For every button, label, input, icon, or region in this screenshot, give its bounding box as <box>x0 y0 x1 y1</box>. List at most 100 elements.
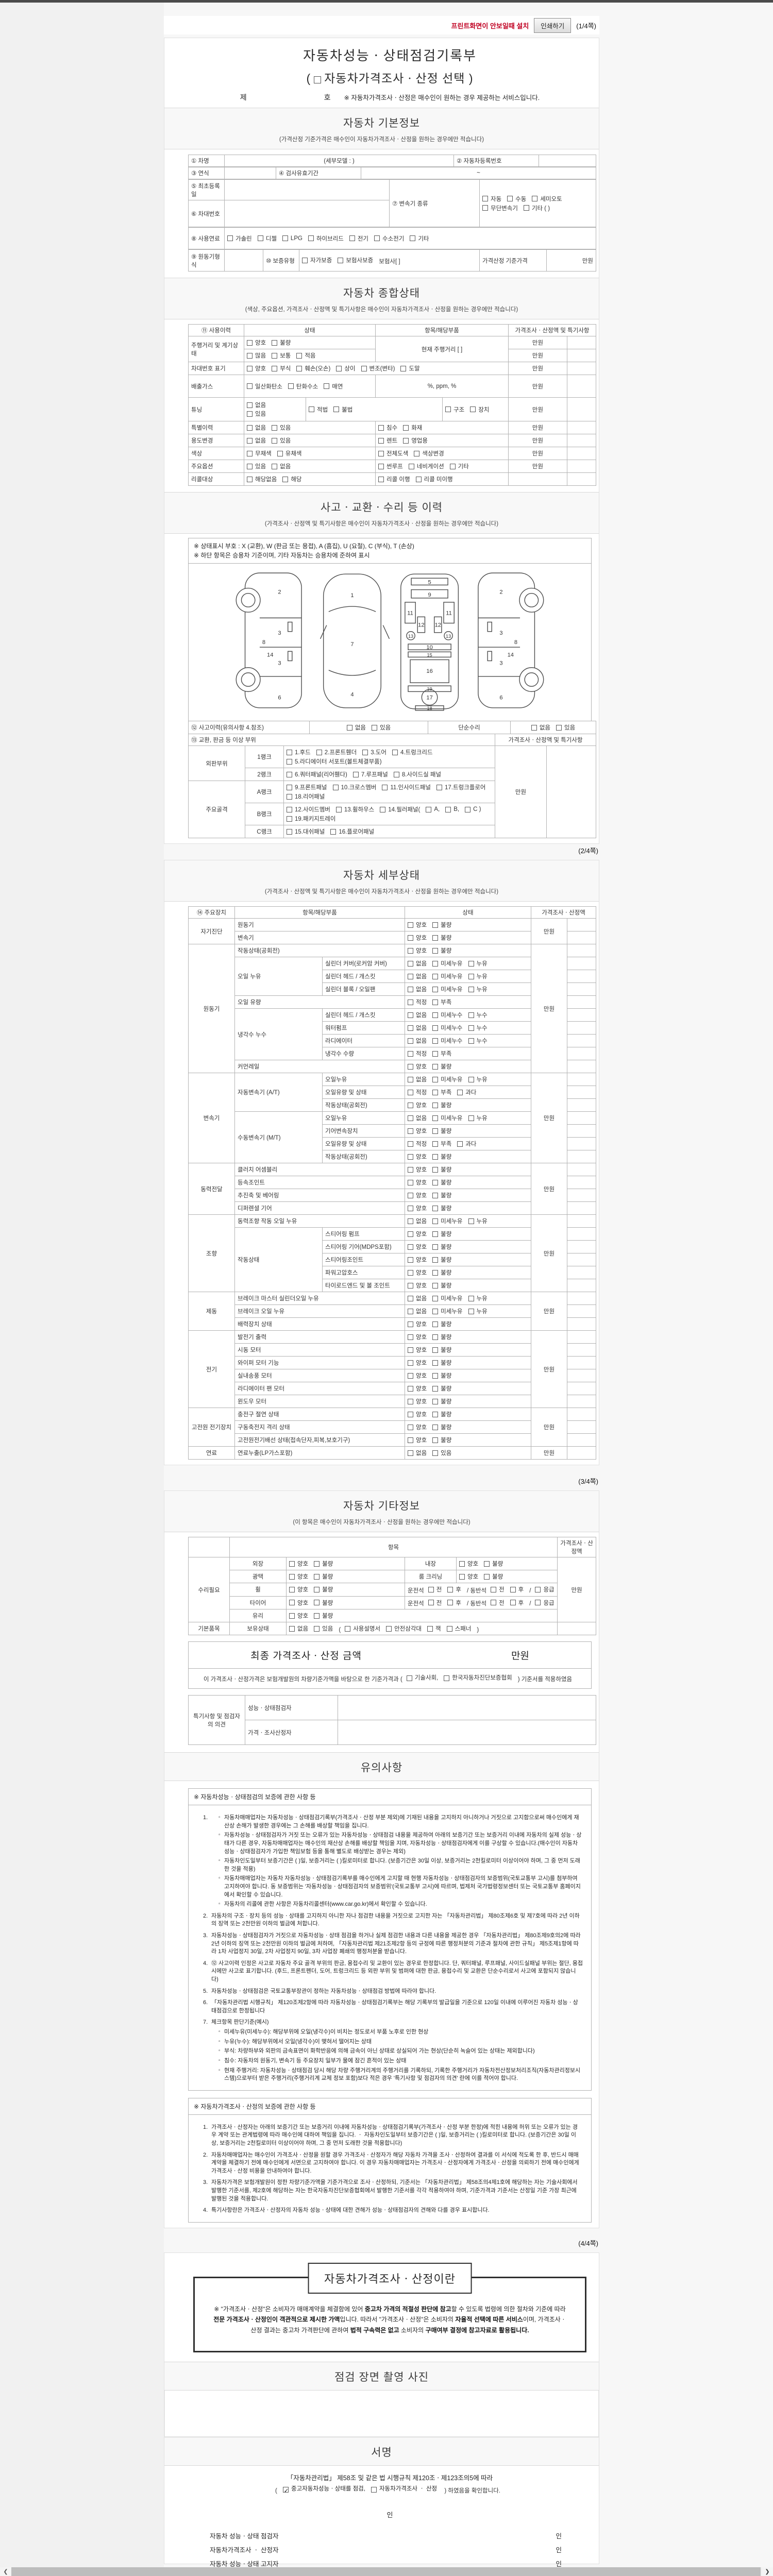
checkbox-icon[interactable] <box>272 352 278 359</box>
checkbox-option[interactable]: 불량 <box>314 1612 333 1620</box>
checkbox-icon[interactable] <box>432 1269 439 1276</box>
checkbox-option[interactable]: 미세누유 <box>432 1217 463 1225</box>
checkbox-option[interactable]: 양호 <box>289 1599 308 1607</box>
checkbox-option[interactable]: 9.프론트패널 <box>287 783 327 791</box>
checkbox-icon[interactable] <box>408 1012 413 1018</box>
checkbox-option[interactable]: 불량 <box>314 1572 333 1581</box>
checkbox-option[interactable]: 불량 <box>432 1346 451 1354</box>
checkbox-icon[interactable] <box>414 450 420 456</box>
checkbox-option[interactable]: 18.리어패널 <box>287 792 325 801</box>
checkbox-option[interactable]: 자동 <box>482 195 501 203</box>
checkbox-option[interactable]: 양호 <box>408 1423 427 1431</box>
checkbox-icon[interactable] <box>314 1561 320 1567</box>
checkbox-option[interactable]: 영업용 <box>403 436 428 445</box>
checkbox-icon[interactable] <box>427 1625 433 1632</box>
checkbox-icon[interactable] <box>408 1115 413 1121</box>
checkbox-option[interactable]: 한국자동차진단보증협회 <box>444 1673 512 1683</box>
checkbox-icon[interactable] <box>432 1411 439 1417</box>
checkbox-option[interactable]: 렌트 <box>378 436 397 445</box>
checkbox-icon[interactable] <box>287 793 292 800</box>
checkbox-option[interactable]: 불량 <box>432 921 451 929</box>
checkbox-icon[interactable] <box>457 1089 463 1095</box>
checkbox-option[interactable]: 많음 <box>247 351 266 360</box>
checkbox-option[interactable]: 하이브리드 <box>308 234 344 243</box>
checkbox-icon[interactable] <box>432 1166 439 1173</box>
checkbox-icon[interactable] <box>408 1192 413 1198</box>
checkbox-icon[interactable] <box>247 352 253 359</box>
checkbox-option[interactable]: 없음 <box>247 401 303 409</box>
print-button[interactable]: 인쇄하기 <box>534 18 572 33</box>
checkbox-icon[interactable] <box>408 1205 413 1211</box>
checkbox-option[interactable]: 적정 <box>408 1049 427 1058</box>
checkbox-icon[interactable] <box>272 463 278 469</box>
scrollbar-thumb[interactable] <box>11 2567 761 2576</box>
checkbox-option[interactable]: 불량 <box>432 946 451 955</box>
checkbox-option[interactable]: 없음 <box>531 723 550 732</box>
checkbox-icon[interactable] <box>468 986 474 992</box>
checkbox-option[interactable]: 없음 <box>408 1294 427 1302</box>
checkbox-option[interactable]: 누유 <box>468 1294 488 1302</box>
checkbox-option[interactable]: 없음 <box>247 423 266 432</box>
checkbox-option[interactable]: 없음 <box>408 985 427 993</box>
checkbox-option[interactable]: 불법 <box>333 405 352 414</box>
checkbox-option[interactable]: 양호 <box>408 1062 427 1071</box>
checkbox-icon[interactable] <box>432 922 439 928</box>
checkbox-icon[interactable] <box>408 1089 413 1095</box>
checkbox-icon[interactable] <box>316 749 322 755</box>
checkbox-icon[interactable] <box>432 1257 439 1263</box>
checkbox-option[interactable]: A, <box>426 806 440 812</box>
checkbox-option[interactable]: 해당없음 <box>247 475 277 483</box>
checkbox-option[interactable]: 수동 <box>507 195 526 203</box>
checkbox-icon[interactable] <box>247 383 253 389</box>
checkbox-icon[interactable] <box>283 2486 289 2496</box>
checkbox-option[interactable]: 8.사이드실 패널 <box>393 770 441 778</box>
checkbox-icon[interactable] <box>468 1076 474 1082</box>
checkbox-option[interactable]: 부족 <box>432 1088 451 1096</box>
checkbox-icon[interactable] <box>289 1625 295 1632</box>
checkbox-icon[interactable] <box>406 1675 412 1681</box>
checkbox-icon[interactable] <box>309 406 314 412</box>
checkbox-icon[interactable] <box>459 1561 465 1567</box>
checkbox-icon[interactable] <box>535 1600 541 1605</box>
checkbox-icon[interactable] <box>403 425 409 431</box>
checkbox-icon[interactable] <box>287 806 292 812</box>
checkbox-option[interactable]: 없음 <box>408 1037 427 1045</box>
checkbox-icon[interactable] <box>378 450 384 456</box>
checkbox-option[interactable]: 불량 <box>432 1165 451 1174</box>
checkbox-option[interactable]: 응급 <box>535 1585 554 1594</box>
checkbox-option[interactable]: 불량 <box>432 1384 451 1393</box>
checkbox-option[interactable]: 기타 <box>410 234 429 243</box>
checkbox-icon[interactable] <box>468 1115 474 1121</box>
checkbox-option[interactable]: 양호 <box>408 1320 427 1328</box>
checkbox-icon[interactable] <box>432 1347 439 1353</box>
checkbox-icon[interactable] <box>333 406 340 412</box>
checkbox-icon[interactable] <box>445 806 451 812</box>
checkbox-icon[interactable] <box>247 411 253 417</box>
checkbox-icon[interactable] <box>432 1450 439 1456</box>
checkbox-option[interactable]: 양호 <box>408 1410 427 1418</box>
checkbox-option[interactable]: 없음 <box>408 959 427 968</box>
checkbox-icon[interactable] <box>289 1600 295 1606</box>
checkbox-icon[interactable] <box>432 1128 439 1134</box>
checkbox-icon[interactable] <box>272 437 278 444</box>
checkbox-option[interactable]: 양호 <box>289 1572 308 1581</box>
checkbox-option[interactable]: 불량 <box>432 1191 451 1199</box>
checkbox-icon[interactable] <box>408 947 413 954</box>
checkbox-icon[interactable] <box>289 1586 295 1592</box>
checkbox-icon[interactable] <box>428 1600 434 1605</box>
checkbox-option[interactable]: 부족 <box>432 1140 451 1148</box>
checkbox-option[interactable]: 불량 <box>432 1281 451 1290</box>
checkbox-icon[interactable] <box>408 1398 413 1404</box>
checkbox-option[interactable]: 적정 <box>408 1140 427 1148</box>
checkbox-icon[interactable] <box>378 476 384 482</box>
checkbox-option[interactable]: 불량 <box>314 1599 333 1607</box>
checkbox-option[interactable]: 안전삼각대 <box>386 1624 422 1633</box>
checkbox-icon[interactable] <box>308 235 314 241</box>
checkbox-option[interactable]: 불량 <box>432 1320 451 1328</box>
checkbox-icon[interactable] <box>378 437 384 444</box>
checkbox-option[interactable]: 미세누유 <box>432 959 463 968</box>
checkbox-option[interactable]: 2.프론트휀더 <box>316 748 357 756</box>
checkbox-option[interactable]: 불량 <box>432 1436 451 1444</box>
checkbox-icon[interactable] <box>556 724 562 731</box>
checkbox-icon[interactable] <box>408 1437 413 1443</box>
